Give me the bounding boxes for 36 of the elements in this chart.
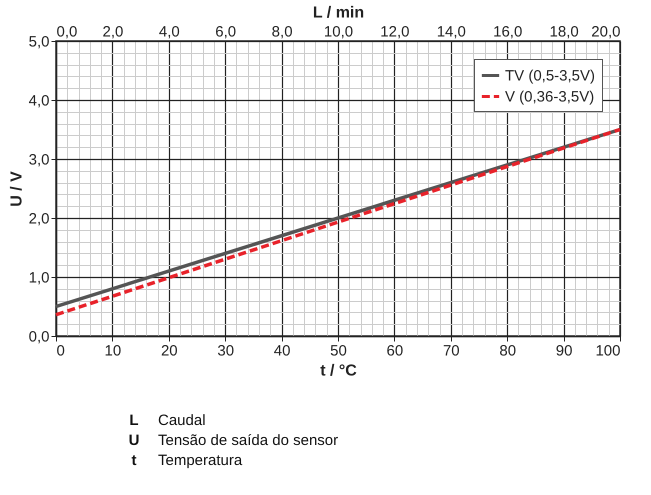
x-tick-label: 40 [274, 342, 290, 360]
legend-label: TV (0,5-3,5V) [505, 68, 596, 84]
x2-tick-label: 14,0 [436, 24, 466, 40]
legend-label: V (0,36-3,5V) [505, 88, 594, 106]
x2-tick-label: 18,0 [550, 24, 579, 40]
x2-axis-title: L / min [312, 4, 364, 22]
text: U Tensão de saída do sensor [128, 432, 338, 449]
x-tick-label: 70 [442, 342, 460, 360]
x2-tick-label: 2,0 [102, 24, 124, 40]
x2-tick-label: 10,0 [324, 24, 354, 40]
text: t Temperatura [132, 452, 242, 469]
x-tick-label: 0 [56, 342, 65, 360]
x2-tick-label: 12,0 [380, 24, 410, 40]
x-tick-label: 90 [556, 342, 572, 360]
y-tick-label: 1,0 [28, 270, 50, 286]
y-tick-label: 5,0 [28, 34, 50, 50]
y-tick-label: 0,0 [28, 328, 50, 346]
x-tick-label: 100 [595, 342, 620, 360]
x2-tick-label: 20,0 [591, 24, 620, 40]
x2-tick-label: 16,0 [493, 24, 522, 40]
text: L Caudal [129, 412, 206, 429]
x2-tick-label: 0,0 [56, 24, 78, 40]
x-tick-label: 20 [160, 342, 178, 360]
x-tick-label: 60 [386, 342, 404, 360]
y-tick-label: 4,0 [28, 92, 50, 110]
x-tick-label: 50 [330, 342, 347, 360]
x2-tick-label: 4,0 [158, 24, 180, 40]
x2-tick-label: 6,0 [215, 24, 236, 40]
x-tick-label: 80 [499, 342, 516, 360]
y-tick-label: 2,0 [28, 210, 50, 228]
x-tick-label: 30 [217, 342, 234, 360]
y-axis-title: U / V [8, 170, 26, 207]
x2-tick-label: 8,0 [272, 24, 293, 40]
x-axis-title: t / °C [320, 362, 358, 380]
y-tick-label: 3,0 [28, 152, 50, 168]
x-tick-label: 10 [104, 342, 122, 360]
